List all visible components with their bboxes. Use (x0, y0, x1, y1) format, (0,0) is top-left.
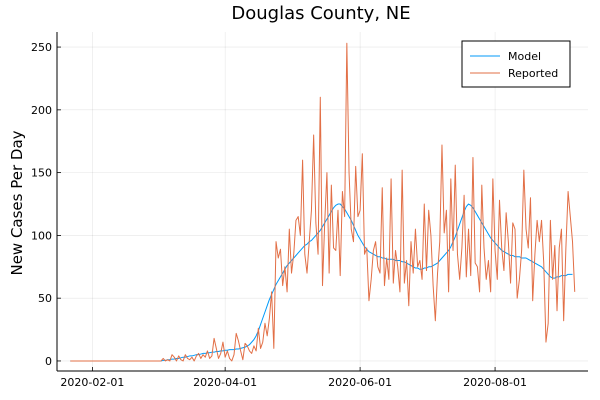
legend-label-model: Model (508, 50, 541, 63)
y-tick-label: 0 (45, 355, 52, 368)
y-tick-label: 100 (31, 229, 52, 242)
x-tick-label: 2020-06-01 (328, 376, 392, 389)
y-axis-label: New Cases Per Day (8, 130, 26, 275)
y-tick-label: 250 (31, 41, 52, 54)
series-line-reported (70, 42, 576, 362)
legend-label-reported: Reported (508, 67, 558, 80)
legend: Model Reported (461, 40, 571, 88)
legend-box (461, 40, 571, 88)
y-tick-label: 200 (31, 104, 52, 117)
x-tick-label: 2020-02-01 (60, 376, 124, 389)
y-tick-label: 150 (31, 167, 52, 180)
x-tick-label: 2020-08-01 (463, 376, 527, 389)
axes (56, 32, 588, 372)
y-tick-label: 50 (38, 292, 52, 305)
x-tick-label: 2020-04-01 (193, 376, 257, 389)
chart-title: Douglas County, NE (231, 3, 410, 24)
y-ticks: 0 50 100 150 200 250 (31, 41, 61, 368)
series-layer (70, 42, 576, 362)
x-ticks: 2020-02-01 2020-04-01 2020-06-01 2020-08-01 (60, 367, 527, 389)
